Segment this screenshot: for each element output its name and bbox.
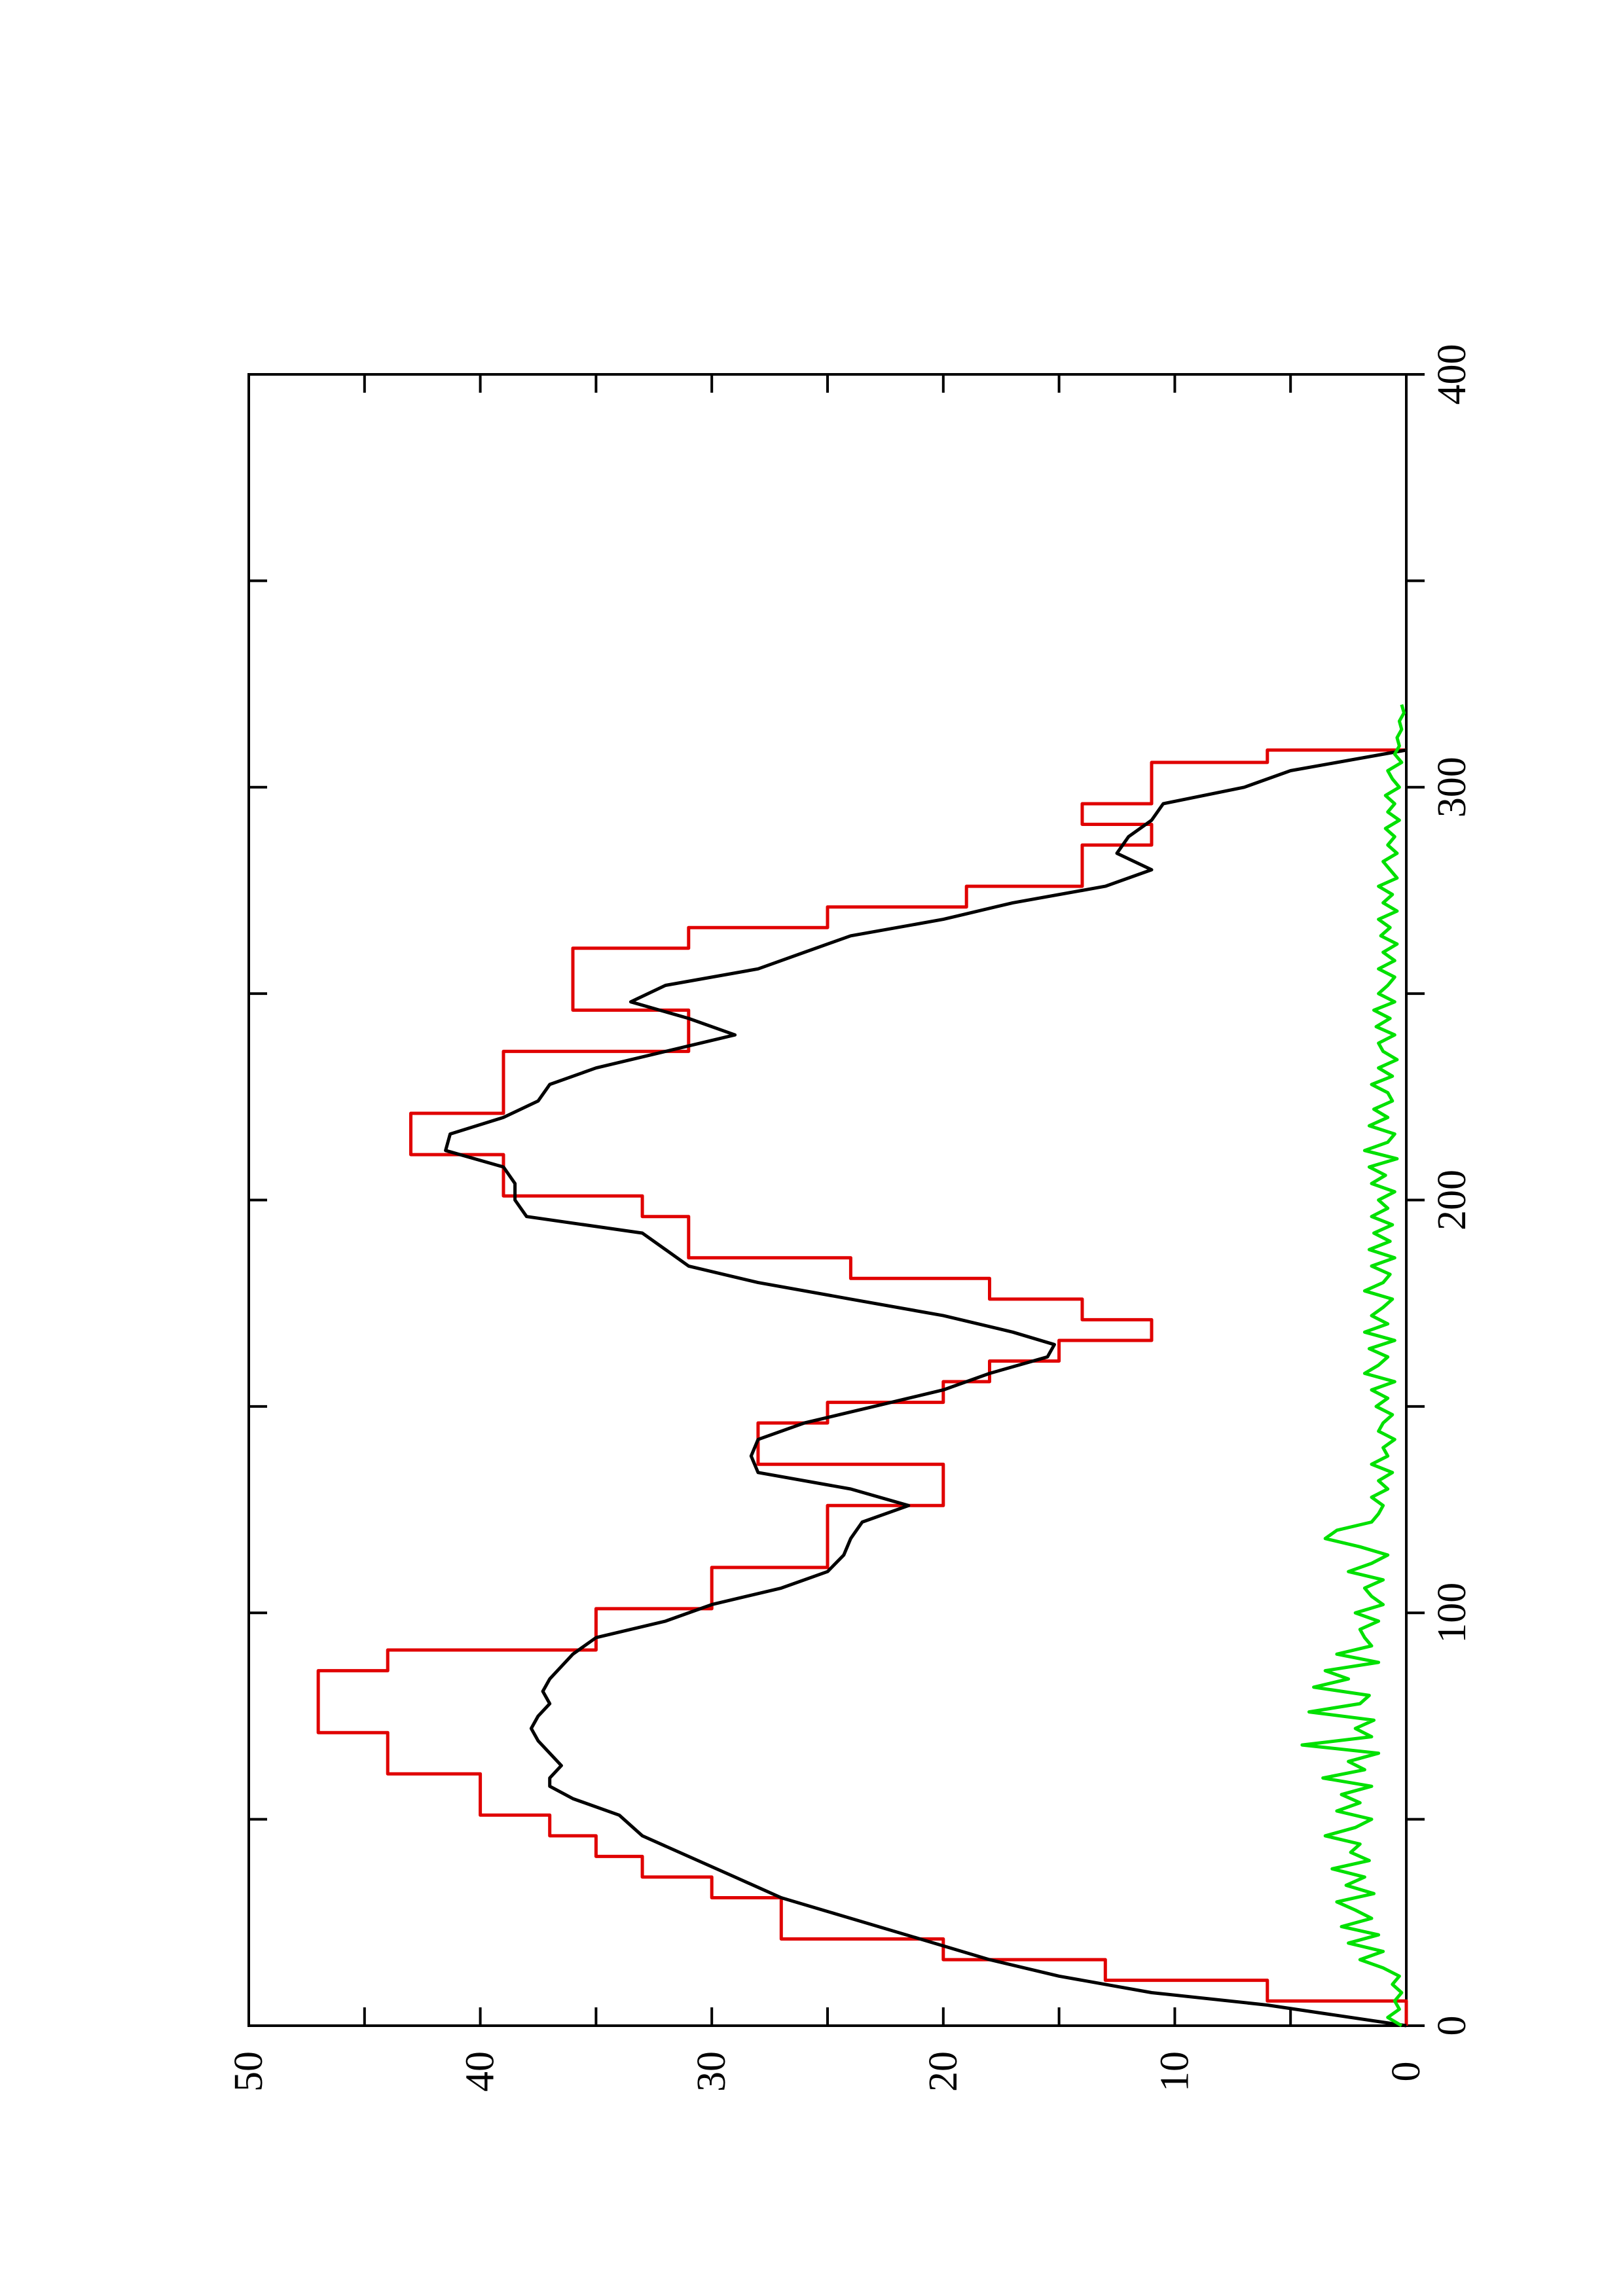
y-tick-label: 50 <box>227 2051 271 2092</box>
series-line-1 <box>316 748 1408 2026</box>
y-tick-label: 20 <box>921 2051 966 2092</box>
x-tick-label: 400 <box>1430 344 1474 405</box>
x-tick-label: 300 <box>1430 757 1474 817</box>
x-tick-label: 0 <box>1430 2016 1474 2036</box>
series-layer <box>316 704 1408 2028</box>
y-tick-label: 10 <box>1152 2051 1197 2092</box>
y-tick-label: 0 <box>1384 2062 1429 2082</box>
y-tick-label: 40 <box>458 2051 503 2092</box>
x-tick-label: 100 <box>1430 1583 1474 1643</box>
series-line-2 <box>444 748 1407 2028</box>
y-tick-label: 30 <box>689 2051 734 2092</box>
x-tick-label: 200 <box>1430 1170 1474 1230</box>
tick-labels: 0 100 200 300 400 0 10 20 30 40 50 <box>227 344 1474 2092</box>
plot-frame <box>247 373 1408 2027</box>
axis-ticks <box>247 373 1425 2027</box>
series-line-3 <box>1300 704 1406 2028</box>
